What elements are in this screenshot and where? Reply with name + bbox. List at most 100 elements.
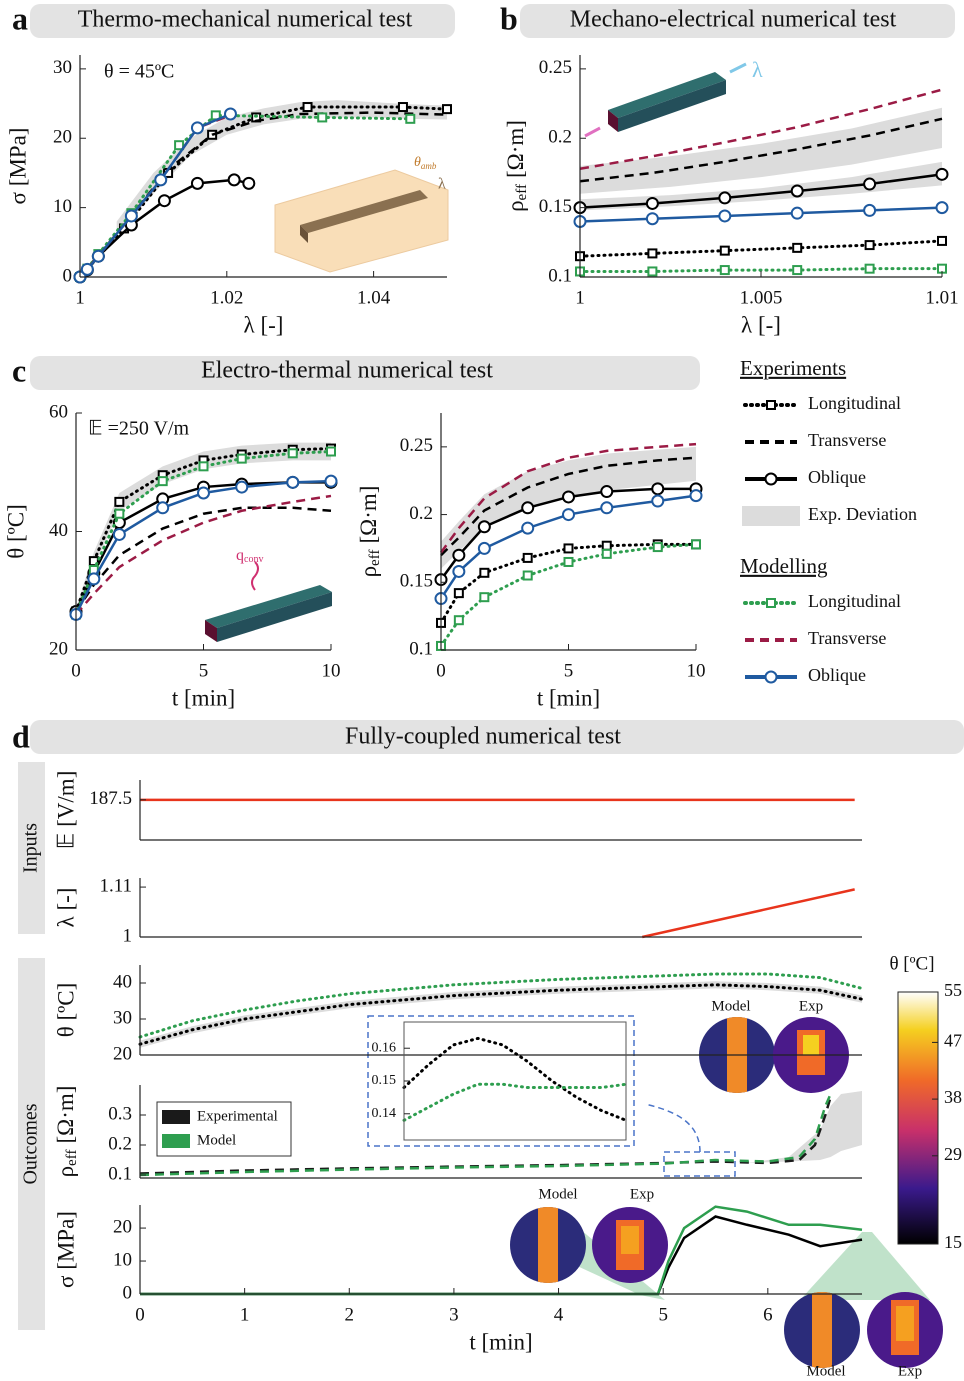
series-line [579, 88, 943, 171]
x-tick-label: 1.01 [925, 287, 958, 308]
marker [689, 489, 703, 503]
y-tick-label: 20 [113, 1043, 132, 1064]
marker [112, 527, 126, 541]
series-line [440, 456, 697, 557]
y-tick-label: 40 [113, 971, 132, 992]
illustration [205, 561, 332, 642]
marker [521, 501, 535, 515]
marker [190, 176, 204, 190]
marker [156, 501, 170, 515]
legend-title: Experiments [740, 356, 846, 380]
marker [453, 588, 464, 599]
y-tick-label: 10 [53, 196, 72, 217]
marker [647, 248, 658, 259]
legend-label: Longitudinal [808, 393, 901, 413]
axis-label: t [min] [172, 685, 235, 710]
axis-label-part: ρ [53, 1166, 78, 1177]
series-line [74, 447, 333, 613]
zoom-arrow [644, 1103, 701, 1153]
legend-label: Experimental [197, 1108, 278, 1124]
axis-label: t [min] [537, 685, 600, 710]
marker [235, 480, 249, 494]
y-tick-label: 0.3 [108, 1103, 132, 1124]
marker [287, 448, 298, 459]
marker [863, 203, 877, 217]
marker [790, 206, 804, 220]
marker [601, 548, 612, 559]
group-bar [18, 958, 45, 1330]
legend-swatch [742, 506, 800, 526]
thermal-image [510, 1017, 943, 1368]
series-line [579, 173, 943, 209]
legend-label: Model [197, 1132, 236, 1148]
marker [479, 567, 490, 578]
axis-label: λ [-] [244, 312, 284, 337]
marker [764, 670, 778, 684]
annotation: θ = 45ºC [104, 61, 174, 83]
marker [691, 539, 701, 550]
axis-label: λ [-] [53, 888, 78, 928]
plot-area [139, 1091, 862, 1177]
marker [174, 140, 185, 151]
marker [242, 176, 256, 190]
x-tick-label: 6 [763, 1304, 773, 1325]
legend-label: Exp. Deviation [808, 504, 917, 524]
marker [647, 266, 658, 277]
y-tick-label: 30 [113, 1007, 132, 1028]
axis-label: σ [MPa] [53, 1211, 78, 1288]
y-tick-label: 0.25 [400, 435, 433, 456]
marker [652, 542, 663, 553]
series-line [578, 239, 944, 258]
marker [792, 265, 803, 276]
marker [600, 485, 614, 499]
image-label: Exp [898, 1363, 922, 1379]
legend-label: Oblique [808, 665, 866, 685]
marker [601, 540, 612, 551]
legend-title: Modelling [740, 554, 828, 578]
colorbar-tick-label: 38 [944, 1087, 962, 1107]
marker [600, 501, 614, 515]
axis-label-part: eff [367, 550, 383, 566]
plot-area [641, 888, 855, 939]
y-tick-label: 20 [113, 1216, 132, 1237]
marker [197, 486, 210, 500]
series-line [140, 1215, 863, 1296]
axis-label: ρeff [Ω·m] [53, 1086, 80, 1178]
axis-label: 𝔼 [V/m] [53, 771, 78, 850]
deviation-band [441, 446, 696, 569]
marker [935, 201, 949, 215]
panel-title: Thermo-mechanical numerical test [78, 7, 413, 33]
plot-area [402, 1036, 628, 1122]
y-tick-label: 0 [63, 265, 73, 286]
y-tick-label: 60 [49, 401, 68, 422]
colorbar-tick-label: 29 [944, 1144, 962, 1164]
x-tick-label: 1.005 [740, 287, 783, 308]
y-tick-label: 0.2 [108, 1133, 132, 1154]
x-tick-label: 3 [449, 1304, 459, 1325]
image-label: Model [711, 998, 750, 1014]
annotation: 𝔼 =250 V/m [88, 418, 190, 440]
marker [157, 476, 168, 487]
marker [112, 516, 126, 530]
marker [236, 453, 247, 464]
marker [452, 548, 466, 562]
image-label: Exp [630, 1186, 654, 1202]
marker [719, 265, 730, 276]
marker [453, 615, 464, 626]
image-label: Model [806, 1363, 845, 1379]
illustration-label: θamb [414, 155, 437, 171]
series-line [402, 1082, 628, 1122]
series-line [402, 1036, 628, 1122]
marker [324, 474, 338, 488]
y-tick-label: 30 [53, 57, 72, 78]
x-tick-label: 4 [554, 1304, 564, 1325]
axis-label-part: eff [514, 184, 530, 200]
x-tick-label: 0 [436, 660, 446, 681]
panel-letter: a [12, 0, 28, 36]
axis-label-part: ρ [503, 200, 528, 211]
marker [190, 121, 204, 135]
y-tick-label: 0.15 [400, 571, 433, 592]
series-line [578, 267, 944, 273]
x-tick-label: 5 [199, 660, 209, 681]
y-tick-label: 0.15 [372, 1073, 397, 1088]
